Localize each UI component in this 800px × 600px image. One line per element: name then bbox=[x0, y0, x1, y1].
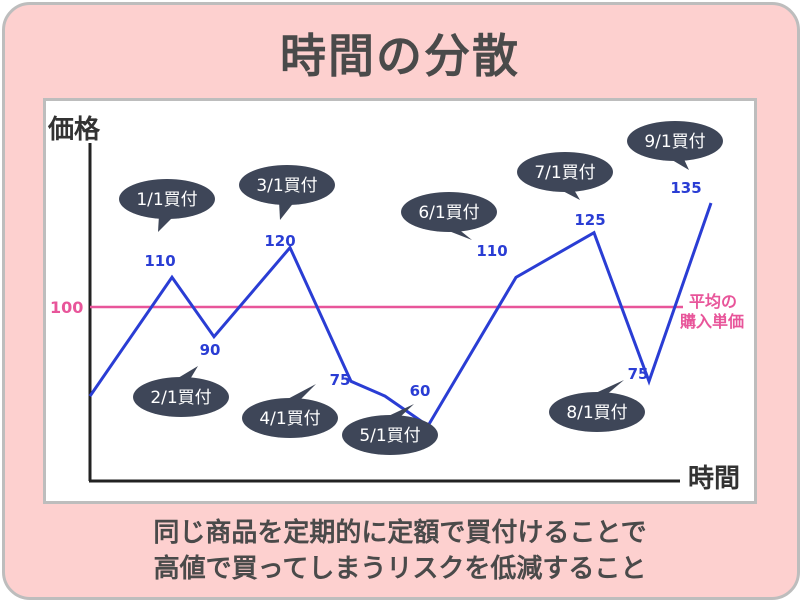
callout-bubble-2 bbox=[133, 377, 229, 417]
price-value-label-4: 75 bbox=[330, 371, 351, 389]
caption-line-1: 同じ商品を定期的に定額で買付けることで bbox=[153, 518, 647, 548]
price-value-label-1: 110 bbox=[144, 252, 175, 270]
purchase-date-label-5: 5/1買付 bbox=[359, 426, 420, 446]
purchase-date-label-1: 1/1買付 bbox=[136, 190, 197, 210]
callout-tail-3 bbox=[279, 201, 295, 220]
average-text-line1: 平均の bbox=[689, 292, 737, 311]
callout-bubble-8 bbox=[549, 392, 645, 432]
price-value-label-6: 110 bbox=[476, 242, 507, 260]
price-value-label-2: 90 bbox=[200, 341, 221, 359]
callout-bubble-6 bbox=[401, 192, 497, 232]
callout-tail-1 bbox=[158, 215, 175, 232]
purchase-date-label-3: 3/1買付 bbox=[256, 176, 317, 196]
purchase-date-label-8: 8/1買付 bbox=[566, 403, 627, 423]
callout-bubble-3 bbox=[239, 165, 335, 205]
purchase-date-label-2: 2/1買付 bbox=[150, 388, 211, 408]
y-axis-label: 価格 bbox=[47, 114, 101, 145]
callout-tail-4 bbox=[282, 384, 316, 402]
callout-bubble-1 bbox=[119, 179, 215, 219]
price-value-label-9: 135 bbox=[670, 179, 701, 197]
purchase-date-label-6: 6/1買付 bbox=[418, 203, 479, 223]
page-title: 時間の分散 bbox=[280, 29, 520, 83]
purchase-date-label-4: 4/1買付 bbox=[259, 409, 320, 429]
callout-bubble-9 bbox=[627, 121, 723, 161]
callout-bubble-4 bbox=[242, 398, 338, 438]
callout-bubble-7 bbox=[517, 152, 613, 192]
price-value-label-5: 60 bbox=[410, 382, 431, 400]
purchase-date-label-7: 7/1買付 bbox=[534, 163, 595, 183]
price-value-label-3: 120 bbox=[264, 232, 295, 250]
average-value-label: 100 bbox=[50, 298, 83, 317]
caption-line-2: 高値で買ってしまうリスクを低減すること bbox=[153, 554, 647, 584]
callout-tail-8 bbox=[589, 380, 624, 396]
average-text-line2: 購入単価 bbox=[679, 312, 744, 331]
callout-bubble-5 bbox=[342, 415, 438, 455]
price-value-label-7: 125 bbox=[574, 211, 605, 229]
x-axis-label: 時間 bbox=[688, 464, 740, 494]
purchase-date-label-9: 9/1買付 bbox=[644, 132, 705, 152]
price-value-label-8: 75 bbox=[628, 365, 649, 383]
price-line bbox=[88, 202, 713, 429]
